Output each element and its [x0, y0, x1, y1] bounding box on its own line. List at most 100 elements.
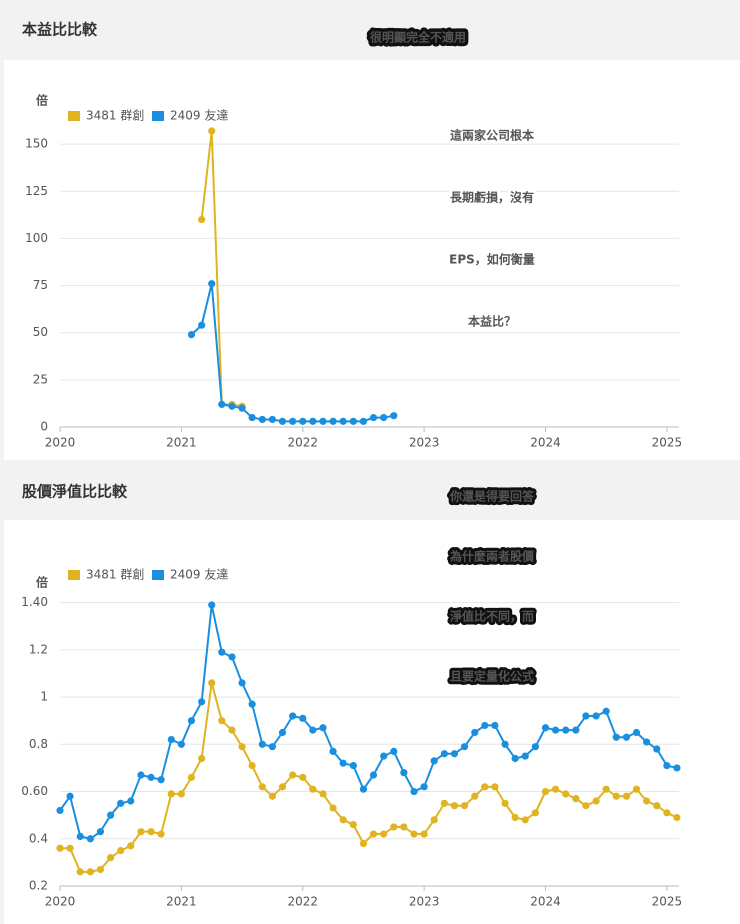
y-tick-label: 1.2 — [29, 642, 48, 656]
section-title: 股價淨值比比較 — [22, 483, 128, 501]
legend-swatch — [152, 111, 164, 121]
data-point — [551, 785, 560, 793]
data-point — [268, 415, 277, 424]
data-point — [177, 790, 185, 798]
data-point — [420, 830, 428, 838]
data-point — [86, 835, 94, 843]
data-point — [96, 828, 105, 836]
data-point — [56, 806, 64, 815]
data-point — [612, 792, 620, 800]
data-point — [107, 854, 115, 862]
legend-label: 2409 友達 — [170, 568, 228, 582]
data-point — [501, 740, 509, 748]
y-axis-label: 倍 — [36, 575, 48, 590]
data-point — [187, 331, 196, 339]
data-point — [460, 743, 469, 751]
data-point — [460, 802, 469, 810]
data-point — [218, 717, 226, 725]
data-point — [329, 804, 337, 812]
data-point — [268, 743, 277, 751]
data-point — [238, 679, 246, 687]
data-point — [248, 413, 256, 422]
data-point — [319, 790, 327, 798]
data-point — [511, 813, 519, 822]
data-point — [642, 797, 651, 805]
data-point — [531, 809, 540, 817]
data-point — [238, 743, 246, 751]
data-point — [208, 127, 216, 135]
legend-swatch — [68, 570, 80, 580]
data-point — [562, 726, 570, 734]
data-point — [541, 724, 550, 732]
data-point — [450, 802, 459, 810]
data-point — [521, 816, 529, 824]
data-point — [147, 828, 155, 836]
data-point — [56, 844, 64, 852]
data-point — [329, 417, 337, 425]
data-point — [653, 802, 661, 810]
data-point — [390, 412, 398, 420]
data-point — [96, 865, 105, 874]
data-point — [471, 728, 479, 737]
data-point — [501, 799, 509, 807]
data-point — [541, 787, 550, 796]
data-point — [309, 785, 317, 793]
data-point — [380, 830, 388, 838]
data-point — [359, 839, 368, 848]
data-point — [390, 823, 398, 831]
data-point — [400, 769, 408, 777]
data-point — [289, 712, 297, 720]
data-point — [582, 712, 590, 720]
data-point — [299, 714, 307, 722]
y-tick-label: 125 — [25, 184, 48, 198]
data-point — [521, 752, 529, 760]
annotation-line: 你還是得要回答 — [449, 489, 535, 504]
annotation-line: EPS，如何衡量 — [449, 252, 535, 267]
data-point — [642, 738, 651, 746]
data-point — [410, 787, 418, 796]
y-tick-label: 50 — [33, 325, 48, 339]
data-point — [299, 417, 307, 425]
data-point — [481, 783, 489, 791]
x-tick-label: 2023 — [409, 895, 440, 909]
legend-label: 3481 群創 — [86, 109, 144, 123]
data-point — [208, 679, 216, 687]
data-point — [349, 761, 357, 770]
x-tick-label: 2024 — [530, 895, 561, 909]
data-point — [390, 747, 398, 755]
data-point — [380, 413, 388, 422]
data-point — [147, 773, 155, 781]
data-point — [632, 785, 641, 793]
y-axis-label: 倍 — [36, 93, 48, 108]
data-point — [369, 413, 378, 422]
annotation-line: 長期虧損，沒有 — [450, 190, 534, 205]
section-title: 本益比比較 — [22, 21, 98, 39]
data-point — [339, 759, 347, 767]
data-point — [491, 783, 499, 791]
data-point — [76, 832, 84, 841]
data-point — [117, 799, 125, 807]
data-point — [198, 321, 206, 329]
data-point — [248, 700, 256, 708]
data-point — [339, 816, 347, 824]
data-point — [339, 417, 347, 425]
data-point — [198, 754, 206, 763]
data-point — [673, 813, 681, 822]
x-tick-label: 2021 — [166, 895, 197, 909]
data-point — [329, 747, 337, 755]
data-point — [369, 771, 378, 779]
data-point — [218, 400, 226, 408]
legend-swatch — [152, 570, 164, 580]
y-tick-label: 1.40 — [21, 595, 48, 609]
data-point — [167, 735, 175, 744]
x-tick-label: 2024 — [530, 436, 561, 450]
data-point — [420, 783, 428, 791]
data-point — [248, 761, 256, 770]
data-point — [66, 792, 74, 800]
data-point — [551, 726, 560, 734]
data-point — [410, 830, 418, 838]
data-point — [531, 743, 540, 751]
data-point — [309, 417, 317, 425]
data-point — [228, 653, 236, 661]
